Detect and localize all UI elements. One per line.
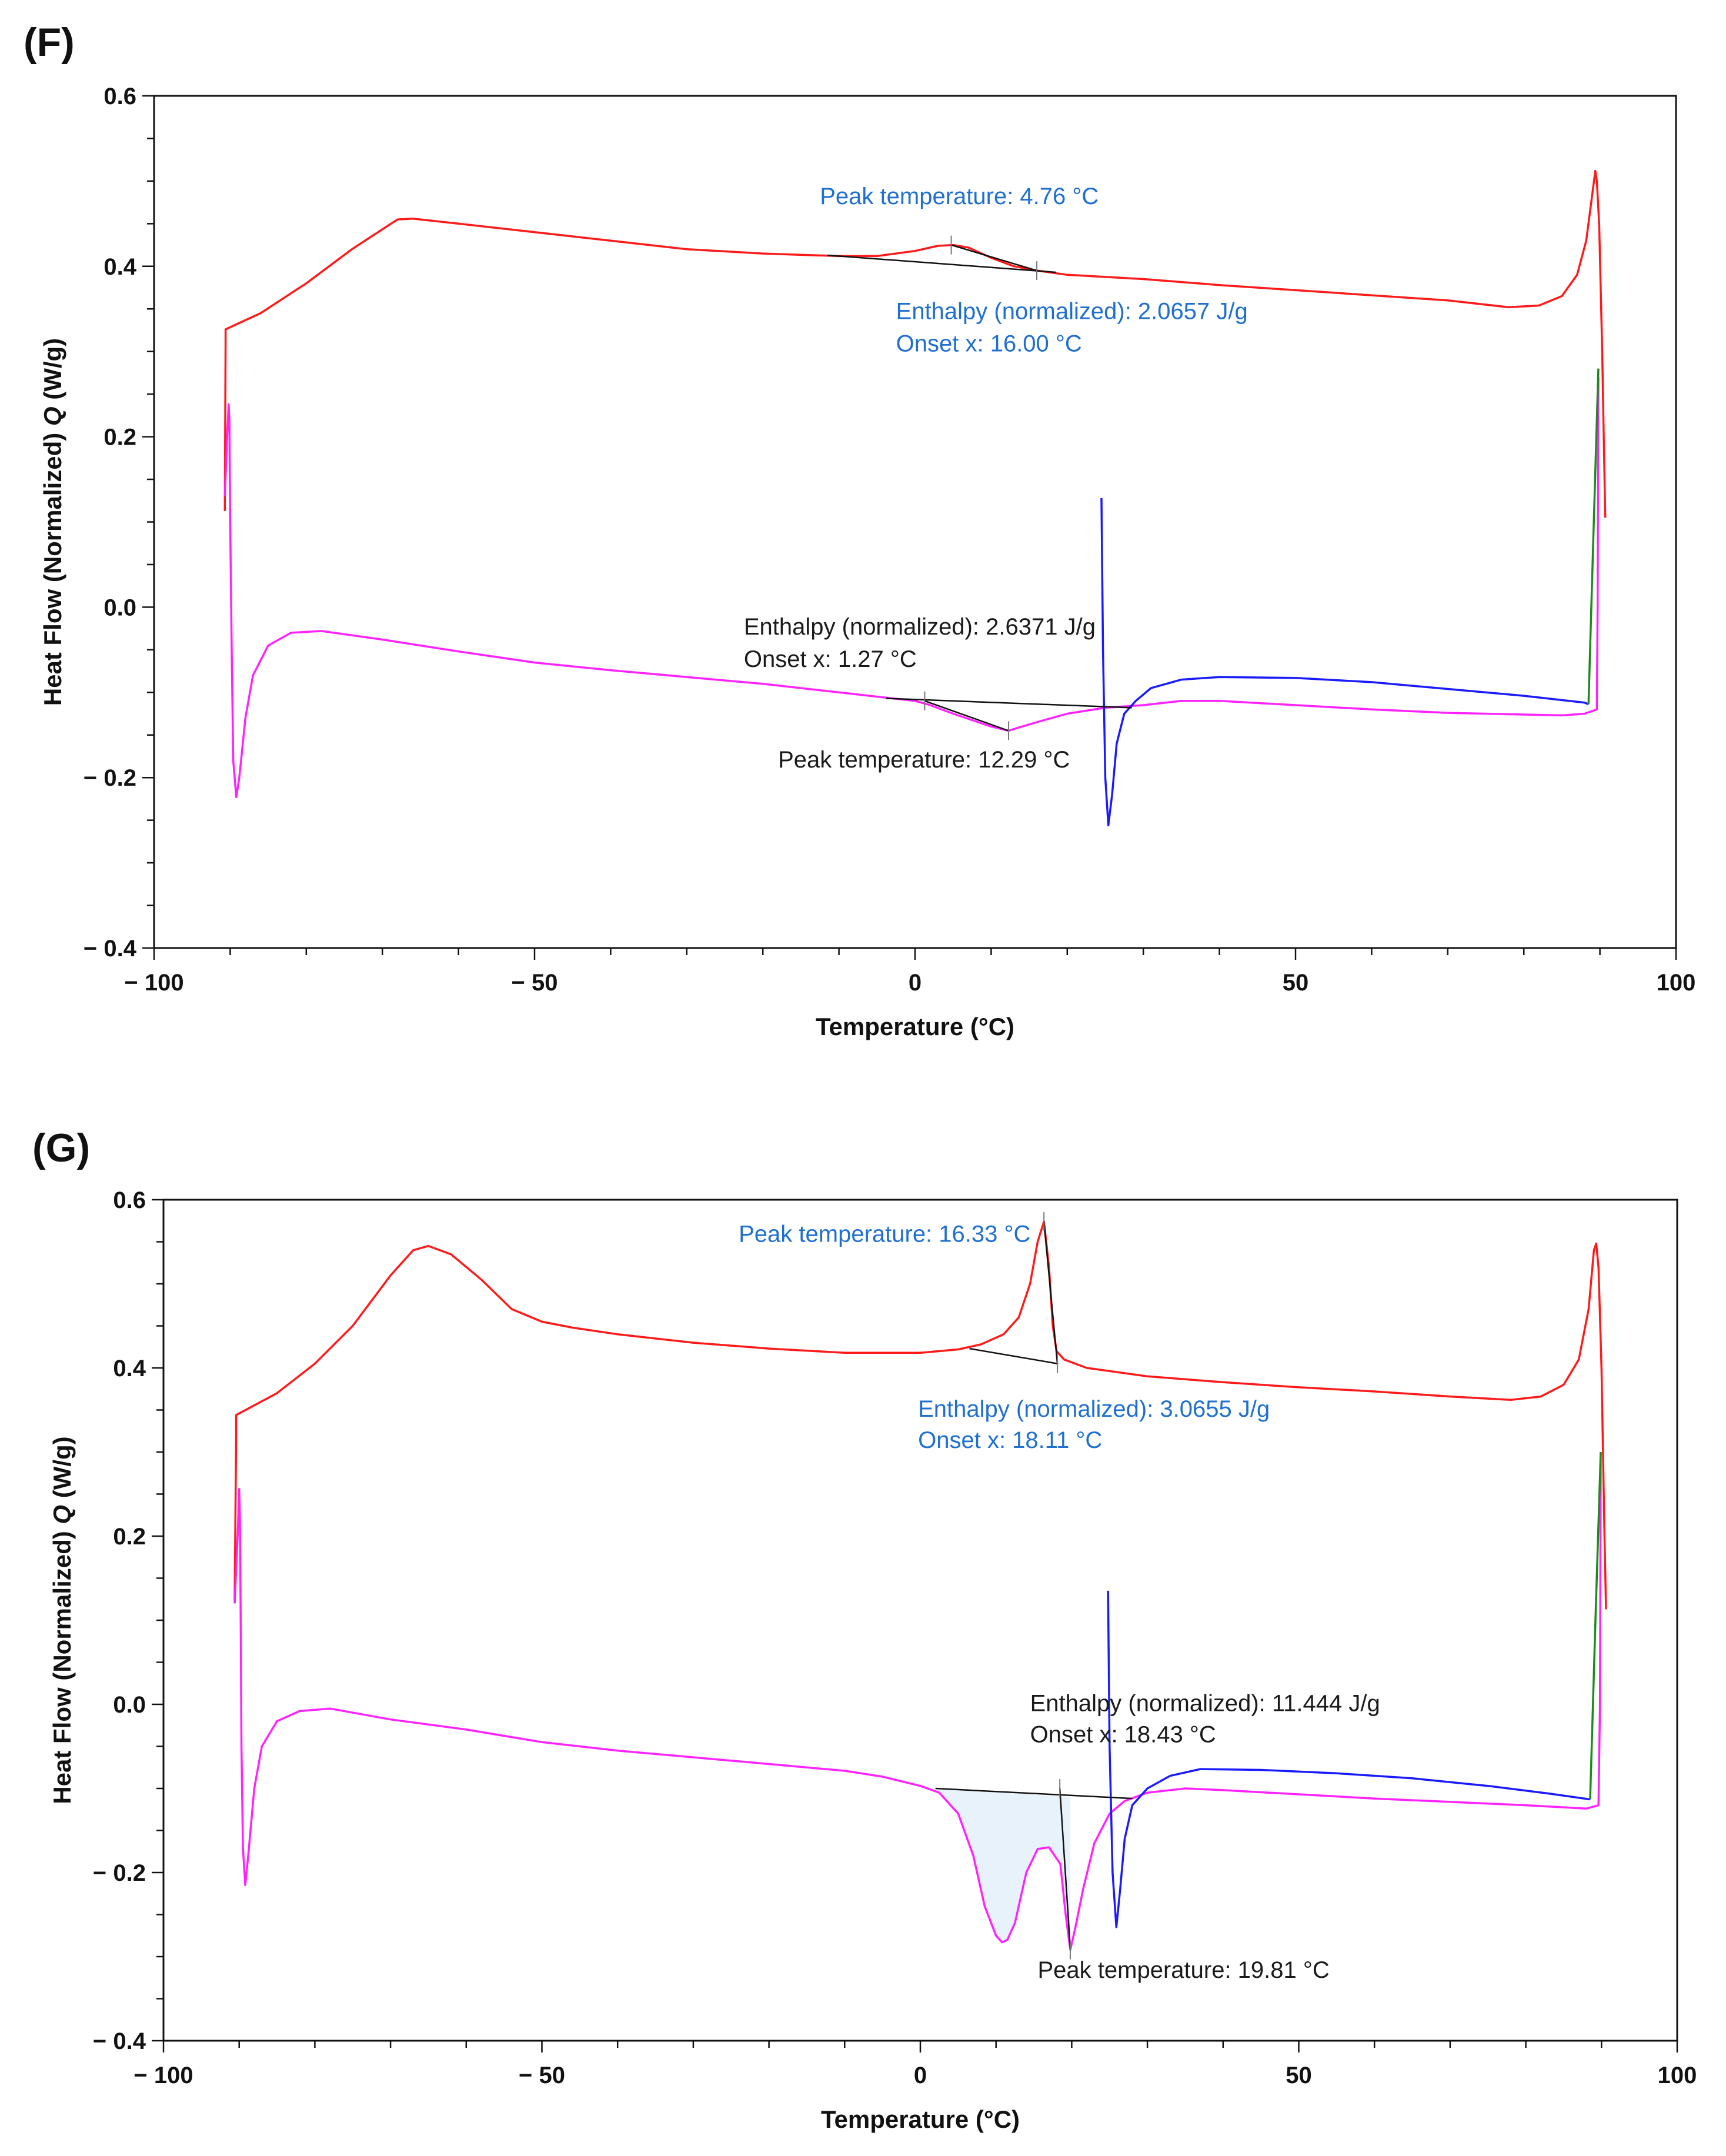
x-tick-label: 100	[1658, 2062, 1697, 2088]
annotation-label: Peak temperature: 12.29 °C	[778, 747, 1070, 773]
x-tick-label: 0	[909, 970, 922, 996]
y-tick-label: − 0.2	[84, 765, 136, 791]
baseline-segment	[935, 1787, 1133, 1800]
x-axis-title: Temperature (°C)	[821, 2105, 1020, 2133]
x-tick-label: − 50	[512, 970, 558, 996]
plot-frame	[162, 1199, 1678, 2042]
y-axis-title-unit: (W/g)	[39, 338, 66, 407]
baseline-segment	[1059, 1788, 1071, 1948]
panel-g: (G) − 100 − 50 0 50 100 0.6 0.4 0.2 0.0 − 0.2 − 0.4…	[32, 1126, 1697, 2133]
baseline-segment	[951, 244, 1037, 272]
y-tick-label: − 0.4	[93, 2028, 146, 2054]
series-cooling-line	[223, 377, 1600, 799]
y-tick-label: 0.0	[113, 1692, 146, 1718]
y-tick-label: 0.4	[113, 1356, 146, 1381]
series-heating-line	[233, 1220, 1607, 1610]
y-axis-title-q: Q	[48, 1505, 76, 1524]
y-tick-label: 0.2	[113, 1524, 146, 1550]
annotation-label: Enthalpy (normalized): 2.6371 J/g	[744, 614, 1096, 640]
y-tick-label: − 0.2	[93, 1860, 146, 1886]
x-axis-title: Temperature (°C)	[816, 1013, 1014, 1040]
annotation-label: Enthalpy (normalized): 11.444 J/g	[1030, 1690, 1380, 1716]
y-tick-label: 0.6	[113, 1187, 146, 1213]
y-axis-title: Heat Flow (Normalized) Q (W/g)	[39, 338, 67, 706]
x-tick-label: 100	[1657, 970, 1696, 996]
y-tick-label: 0.2	[104, 425, 136, 450]
baseline-segment	[1043, 1221, 1059, 1364]
y-tick-label: 0.4	[104, 254, 136, 280]
x-tick-label: 50	[1286, 2062, 1312, 2088]
annotation-label: Onset x: 18.43 °C	[1030, 1721, 1216, 1747]
annotation-label: Onset x: 16.00 °C	[896, 331, 1082, 357]
annotation-label: Enthalpy (normalized): 2.0657 J/g	[896, 299, 1248, 325]
series-cooling-line	[233, 1451, 1602, 1951]
x-tick-label: 0	[914, 2062, 927, 2088]
y-tick-label: 0.6	[104, 84, 136, 109]
enthalpy-shaded-area	[935, 1788, 1070, 1950]
series-transition-line	[1587, 368, 1600, 705]
x-tick-label: 50	[1283, 970, 1309, 996]
annotation-label: Peak temperature: 4.76 °C	[820, 183, 1099, 209]
series-return-line	[1100, 498, 1589, 827]
y-axis-title-q: Q	[39, 406, 67, 426]
y-tick-label: − 0.4	[84, 936, 137, 962]
series-return-line	[1107, 1590, 1591, 1928]
y-axis-title: Heat Flow (Normalized) Q (W/g)	[48, 1436, 76, 1804]
plot-frame	[153, 95, 1677, 949]
x-tick-label: − 100	[133, 2062, 193, 2088]
annotation-label: Peak temperature: 16.33 °C	[739, 1221, 1030, 1247]
annotation-label: Onset x: 1.27 °C	[744, 646, 917, 672]
series-transition-line	[1589, 1451, 1602, 1800]
x-tick-label: − 100	[124, 970, 183, 996]
annotation-label: Onset x: 18.11 °C	[918, 1427, 1102, 1453]
x-tick-label: − 50	[519, 2062, 565, 2088]
series-heating-line	[223, 169, 1607, 518]
panel-f: (F) − 100 − 50 0 50 100 0.6 0.4 0.2 0.0 − 0.2 − 0.4…	[24, 20, 1695, 1040]
y-axis-title-main: Heat Flow (Normalized)	[39, 426, 66, 706]
y-axis-title-unit: (W/g)	[48, 1436, 76, 1505]
y-axis-title-main: Heat Flow (Normalized)	[48, 1524, 76, 1804]
baseline-segment	[969, 1347, 1059, 1365]
baseline-segment	[924, 700, 1009, 732]
y-tick-label: 0.0	[104, 595, 136, 620]
annotation-label: Enthalpy (normalized): 3.0655 J/g	[918, 1396, 1270, 1422]
baseline-segment	[827, 254, 1056, 273]
panel-label: (F)	[24, 20, 75, 65]
annotation-label: Peak temperature: 19.81 °C	[1037, 1957, 1329, 1983]
baseline-segment	[886, 697, 1132, 709]
panel-label: (G)	[32, 1126, 90, 1170]
